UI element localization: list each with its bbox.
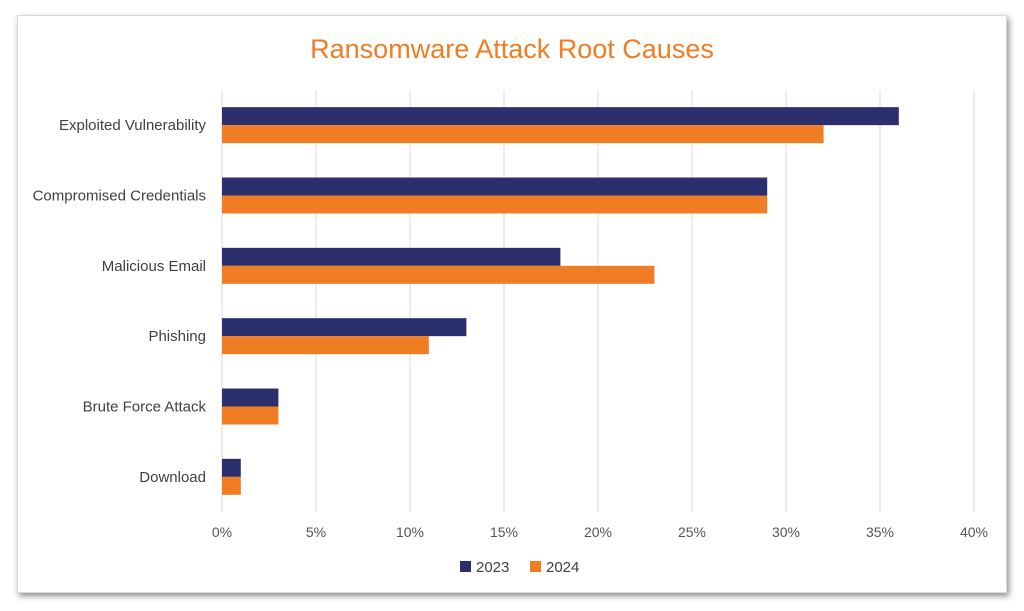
category-label: Exploited Vulnerability [59, 117, 207, 134]
bar-2024 [222, 406, 279, 425]
bar-2023 [222, 458, 241, 477]
x-tick-label: 40% [960, 524, 988, 540]
bar-2024 [222, 265, 655, 284]
x-tick-label: 5% [306, 524, 326, 540]
bar-2024 [222, 336, 429, 355]
bar-2023 [222, 247, 561, 266]
legend: 2023 2024 [460, 559, 579, 576]
bar-2023 [222, 318, 467, 337]
x-tick-label: 10% [396, 524, 424, 540]
bar-2024 [222, 476, 241, 495]
x-tick-label: 0% [212, 524, 232, 540]
x-tick-label: 25% [678, 524, 706, 540]
bars [222, 107, 899, 495]
x-tick-label: 15% [490, 524, 518, 540]
chart-title: Ransomware Attack Root Causes [310, 34, 714, 64]
bar-2023 [222, 388, 279, 407]
bar-2024 [222, 125, 824, 144]
category-label: Compromised Credentials [33, 188, 206, 205]
category-label: Download [139, 469, 206, 486]
bar-2024 [222, 195, 768, 214]
x-tick-labels: 0% 5% 10% 15% 20% 25% 30% 35% 40% [212, 524, 988, 540]
bar-2023 [222, 107, 899, 126]
category-label: Phishing [148, 328, 206, 345]
category-label: Malicious Email [102, 258, 206, 275]
x-tick-label: 35% [866, 524, 894, 540]
x-tick-label: 30% [772, 524, 800, 540]
category-labels: Exploited Vulnerability Compromised Crede… [33, 117, 207, 486]
legend-label: 2023 [476, 559, 509, 576]
bar-2023 [222, 177, 768, 196]
category-label: Brute Force Attack [83, 399, 207, 416]
legend-swatch [460, 561, 471, 572]
legend-label: 2024 [546, 559, 579, 576]
legend-swatch [530, 561, 541, 572]
x-tick-label: 20% [584, 524, 612, 540]
gridlines [221, 90, 975, 512]
